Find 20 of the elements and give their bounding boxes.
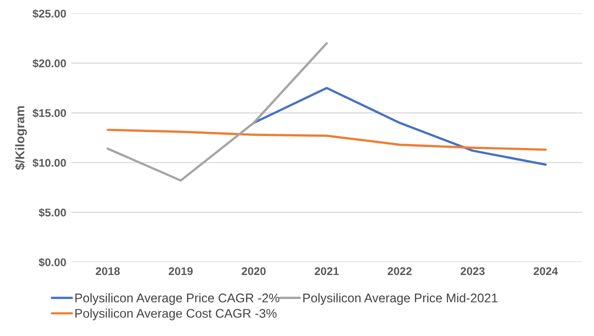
line-series [252, 86, 547, 166]
line-series [106, 128, 547, 151]
legend-label: Polysilicon Average Cost CAGR -3% [75, 308, 277, 320]
y-tick-label: $15.00 [32, 108, 66, 118]
y-tick-label: $0.00 [38, 258, 66, 267]
line-series [106, 42, 328, 182]
y-tick-label: $5.00 [38, 208, 66, 218]
x-tick-label: 2024 [534, 267, 558, 276]
y-tick-label: $25.00 [32, 9, 66, 18]
y-tick-label: $10.00 [32, 158, 66, 168]
x-tick-label: 2023 [460, 267, 485, 276]
legend-label: Polysilicon Average Price CAGR -2% [75, 293, 280, 305]
legend-label: Polysilicon Average Price Mid-2021 [303, 293, 498, 305]
y-tick-label: $20.00 [32, 58, 66, 68]
y-axis-title: $/Kilogram [14, 106, 27, 170]
x-tick-label: 2019 [168, 267, 193, 276]
x-tick-label: 2018 [96, 267, 120, 276]
x-tick-label: 2020 [242, 267, 266, 276]
x-tick-label: 2021 [314, 267, 339, 276]
x-tick-label: 2022 [388, 267, 412, 276]
